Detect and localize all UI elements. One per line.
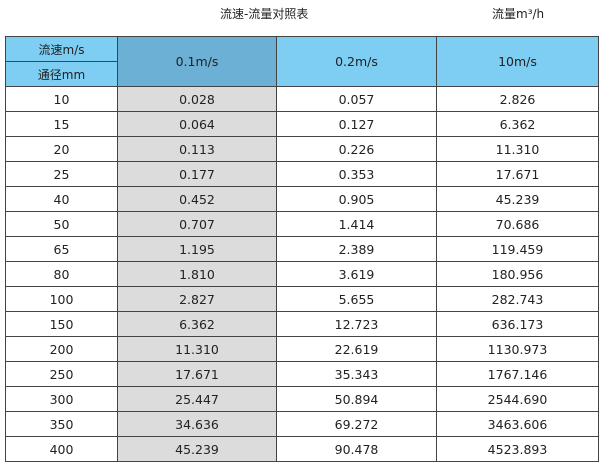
diameter-cell: 350	[5, 411, 118, 437]
flow-cell: 22.619	[276, 336, 437, 362]
flow-cell: 3.619	[276, 261, 437, 287]
table-row: 200 11.310 22.619 1130.973	[5, 336, 599, 362]
flow-cell: 12.723	[276, 311, 437, 337]
flow-cell: 0.707	[117, 211, 277, 237]
flow-cell: 50.894	[276, 386, 437, 412]
table-row: 25 0.177 0.353 17.671	[5, 161, 599, 187]
diameter-cell: 80	[5, 261, 118, 287]
diameter-cell: 100	[5, 286, 118, 312]
flow-cell: 1767.146	[436, 361, 599, 387]
flow-cell: 0.226	[276, 136, 437, 162]
table-row: 65 1.195 2.389 119.459	[5, 236, 599, 262]
flow-cell: 70.686	[436, 211, 599, 237]
flow-cell: 5.655	[276, 286, 437, 312]
flow-cell: 1.414	[276, 211, 437, 237]
diameter-cell: 40	[5, 186, 118, 212]
flow-cell: 0.113	[117, 136, 277, 162]
table-title: 流速-流量对照表	[220, 7, 309, 21]
flow-cell: 0.057	[276, 86, 437, 112]
flow-cell: 17.671	[436, 161, 599, 187]
flow-cell: 11.310	[117, 336, 277, 362]
flow-cell: 2544.690	[436, 386, 599, 412]
flow-unit-label: 流量m³/h	[492, 7, 545, 21]
table-row: 100 2.827 5.655 282.743	[5, 286, 599, 312]
table-row: 150 6.362 12.723 636.173	[5, 311, 599, 337]
flow-cell: 0.028	[117, 86, 277, 112]
column-header: 10m/s	[436, 36, 599, 87]
diameter-cell: 15	[5, 111, 118, 137]
flow-cell: 11.310	[436, 136, 599, 162]
diameter-cell: 200	[5, 336, 118, 362]
diameter-cell: 50	[5, 211, 118, 237]
flow-cell: 0.127	[276, 111, 437, 137]
diameter-cell: 65	[5, 236, 118, 262]
flow-cell: 1.810	[117, 261, 277, 287]
diameter-cell: 10	[5, 86, 118, 112]
flow-cell: 6.362	[117, 311, 277, 337]
flow-cell: 0.905	[276, 186, 437, 212]
flow-cell: 4523.893	[436, 436, 599, 462]
flow-table: 流速m/s 0.1m/s 0.2m/s 10m/s 通径mm 10 0.028 0.…	[5, 36, 599, 462]
flow-cell: 119.459	[436, 236, 599, 262]
table-row: 80 1.810 3.619 180.956	[5, 261, 599, 287]
flow-cell: 25.447	[117, 386, 277, 412]
table-row: 350 34.636 69.272 3463.606	[5, 411, 599, 437]
table-row: 300 25.447 50.894 2544.690	[5, 386, 599, 412]
flow-cell: 0.353	[276, 161, 437, 187]
table-row: 400 45.239 90.478 4523.893	[5, 436, 599, 462]
flow-cell: 0.064	[117, 111, 277, 137]
flow-cell: 2.827	[117, 286, 277, 312]
flow-cell: 2.826	[436, 86, 599, 112]
diameter-cell: 20	[5, 136, 118, 162]
flow-cell: 0.177	[117, 161, 277, 187]
table-row: 10 0.028 0.057 2.826	[5, 86, 599, 112]
flow-cell: 2.389	[276, 236, 437, 262]
diameter-header: 通径mm	[5, 61, 118, 87]
flow-cell: 69.272	[276, 411, 437, 437]
flow-cell: 45.239	[436, 186, 599, 212]
diameter-cell: 25	[5, 161, 118, 187]
flow-cell: 636.173	[436, 311, 599, 337]
table-row: 40 0.452 0.905 45.239	[5, 186, 599, 212]
table-row: 20 0.113 0.226 11.310	[5, 136, 599, 162]
flow-cell: 3463.606	[436, 411, 599, 437]
diameter-cell: 250	[5, 361, 118, 387]
flow-cell: 90.478	[276, 436, 437, 462]
flow-cell: 1.195	[117, 236, 277, 262]
flow-cell: 45.239	[117, 436, 277, 462]
flow-cell: 35.343	[276, 361, 437, 387]
flow-cell: 6.362	[436, 111, 599, 137]
column-header: 0.1m/s	[117, 36, 277, 87]
table-row: 15 0.064 0.127 6.362	[5, 111, 599, 137]
flow-cell: 180.956	[436, 261, 599, 287]
column-header: 0.2m/s	[276, 36, 437, 87]
diameter-cell: 300	[5, 386, 118, 412]
diameter-cell: 150	[5, 311, 118, 337]
flow-cell: 0.452	[117, 186, 277, 212]
flow-cell: 17.671	[117, 361, 277, 387]
flow-cell: 34.636	[117, 411, 277, 437]
velocity-header: 流速m/s	[5, 36, 118, 62]
flow-cell: 1130.973	[436, 336, 599, 362]
diameter-cell: 400	[5, 436, 118, 462]
table-row: 250 17.671 35.343 1767.146	[5, 361, 599, 387]
flow-cell: 282.743	[436, 286, 599, 312]
table-row: 50 0.707 1.414 70.686	[5, 211, 599, 237]
